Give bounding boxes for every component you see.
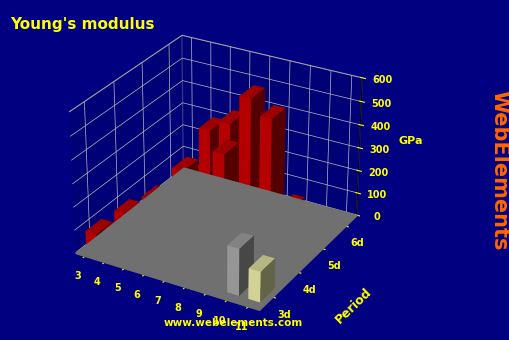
Y-axis label: Period: Period <box>332 285 374 326</box>
Text: WebElements: WebElements <box>489 90 509 250</box>
Text: Young's modulus: Young's modulus <box>10 17 154 32</box>
Text: www.webelements.com: www.webelements.com <box>163 318 302 328</box>
